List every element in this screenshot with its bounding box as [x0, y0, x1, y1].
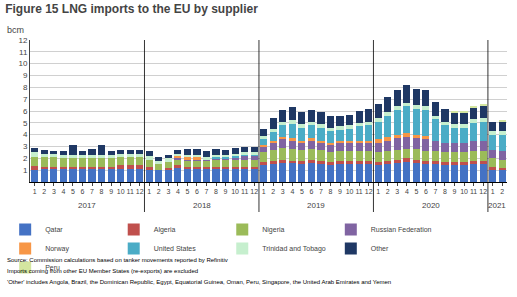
svg-text:5: 5: [23, 119, 28, 128]
svg-text:Source: Commission calculation: Source: Commission calculations based on…: [7, 257, 228, 263]
svg-text:11: 11: [127, 188, 134, 195]
svg-text:2: 2: [500, 188, 504, 195]
svg-text:8: 8: [100, 188, 104, 195]
svg-text:1: 1: [262, 188, 266, 195]
svg-text:2: 2: [42, 188, 46, 195]
svg-text:10: 10: [231, 188, 239, 195]
svg-text:6: 6: [81, 188, 85, 195]
svg-text:2019: 2019: [307, 201, 325, 210]
svg-text:4: 4: [23, 130, 28, 139]
svg-text:1: 1: [376, 188, 380, 195]
svg-text:8: 8: [23, 83, 28, 92]
svg-text:bcm: bcm: [7, 25, 24, 35]
svg-text:12: 12: [365, 188, 373, 195]
svg-text:10: 10: [18, 59, 27, 68]
svg-text:2020: 2020: [422, 201, 440, 210]
svg-text:12: 12: [18, 36, 27, 45]
svg-text:Peru: Peru: [45, 264, 60, 271]
svg-text:12: 12: [250, 188, 258, 195]
svg-text:Trinidad and Tobago: Trinidad and Tobago: [262, 245, 326, 253]
svg-text:3: 3: [281, 188, 285, 195]
svg-text:Algeria: Algeria: [154, 226, 176, 234]
svg-text:2: 2: [157, 188, 161, 195]
svg-text:Figure 15 LNG imports to the E: Figure 15 LNG imports to the EU by suppl…: [5, 2, 258, 16]
svg-text:9: 9: [224, 188, 228, 195]
svg-text:11: 11: [470, 188, 477, 195]
svg-text:1: 1: [33, 188, 37, 195]
svg-text:10: 10: [117, 188, 125, 195]
svg-text:6: 6: [23, 107, 28, 116]
svg-text:Qatar: Qatar: [45, 226, 63, 234]
svg-text:'Other' includes Angola, Brazi: 'Other' includes Angola, Brazil, the Dom…: [7, 279, 391, 285]
svg-text:6: 6: [424, 188, 428, 195]
svg-text:2: 2: [271, 188, 275, 195]
svg-text:4: 4: [290, 188, 294, 195]
svg-text:6: 6: [195, 188, 199, 195]
svg-text:2: 2: [23, 154, 28, 163]
svg-text:2017: 2017: [78, 201, 96, 210]
svg-text:2018: 2018: [193, 201, 211, 210]
svg-text:10: 10: [346, 188, 354, 195]
svg-text:8: 8: [443, 188, 447, 195]
svg-text:7: 7: [433, 188, 437, 195]
svg-text:8: 8: [214, 188, 218, 195]
svg-text:8: 8: [329, 188, 333, 195]
svg-text:6: 6: [309, 188, 313, 195]
svg-text:4: 4: [61, 188, 65, 195]
svg-text:9: 9: [338, 188, 342, 195]
svg-text:10: 10: [460, 188, 468, 195]
svg-text:Norway: Norway: [45, 245, 69, 253]
svg-text:7: 7: [205, 188, 209, 195]
svg-text:4: 4: [176, 188, 180, 195]
svg-text:Other: Other: [371, 245, 389, 252]
svg-text:3: 3: [23, 142, 28, 151]
svg-text:11: 11: [19, 48, 28, 57]
svg-text:7: 7: [23, 95, 28, 104]
svg-text:1: 1: [491, 188, 495, 195]
svg-text:1: 1: [147, 188, 151, 195]
svg-text:2021: 2021: [488, 201, 506, 210]
svg-text:7: 7: [319, 188, 323, 195]
svg-text:11: 11: [355, 188, 362, 195]
svg-text:Imports coming from other EU M: Imports coming from other EU Member Stat…: [7, 268, 198, 274]
svg-text:2: 2: [386, 188, 390, 195]
svg-text:3: 3: [166, 188, 170, 195]
svg-text:5: 5: [71, 188, 75, 195]
svg-text:Nigeria: Nigeria: [262, 226, 284, 234]
svg-text:12: 12: [479, 188, 487, 195]
svg-text:4: 4: [405, 188, 409, 195]
svg-text:11: 11: [241, 188, 248, 195]
svg-text:5: 5: [414, 188, 418, 195]
svg-text:Russian Federation: Russian Federation: [371, 226, 432, 233]
svg-text:3: 3: [395, 188, 399, 195]
svg-text:5: 5: [185, 188, 189, 195]
svg-text:3: 3: [52, 188, 56, 195]
svg-text:9: 9: [453, 188, 457, 195]
svg-text:12: 12: [136, 188, 144, 195]
svg-text:1: 1: [23, 166, 28, 175]
svg-text:United States: United States: [154, 245, 197, 252]
svg-text:5: 5: [300, 188, 304, 195]
svg-text:9: 9: [109, 188, 113, 195]
svg-text:9: 9: [23, 71, 28, 80]
svg-text:7: 7: [90, 188, 94, 195]
